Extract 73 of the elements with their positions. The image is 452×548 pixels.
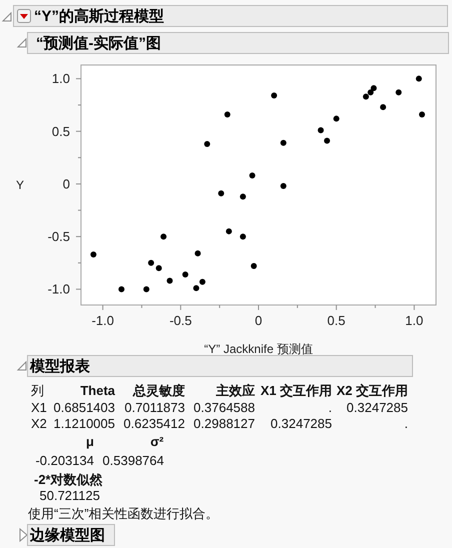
text: 0.5398764 bbox=[102, 453, 164, 468]
text: . bbox=[404, 416, 408, 431]
text: μ bbox=[86, 434, 94, 449]
text: 50.721125 bbox=[40, 488, 100, 503]
y-tick-label: 0.5 bbox=[52, 124, 70, 139]
point bbox=[333, 116, 340, 122]
text: X2 bbox=[31, 416, 47, 431]
point bbox=[416, 76, 422, 82]
text: 模型报表 bbox=[29, 358, 91, 375]
chart-title: “Y”的高斯过程模型 bbox=[34, 7, 164, 25]
x-tick-label: -1.0 bbox=[92, 313, 114, 328]
y-tick-label: 1.0 bbox=[52, 71, 70, 86]
text: 0.6851403 bbox=[54, 400, 115, 415]
point bbox=[224, 111, 230, 118]
point bbox=[226, 228, 232, 234]
point bbox=[182, 271, 188, 278]
point bbox=[156, 265, 162, 272]
point bbox=[143, 286, 150, 292]
point bbox=[362, 94, 369, 100]
text: 总灵敏度 bbox=[132, 383, 185, 398]
point bbox=[90, 251, 96, 258]
point bbox=[240, 234, 246, 240]
y-tick-label: -0.5 bbox=[48, 229, 70, 244]
chart-subtitle: “预测值-实际值”图 bbox=[36, 34, 161, 52]
point bbox=[160, 234, 167, 240]
text: . bbox=[328, 400, 332, 415]
point bbox=[249, 172, 256, 179]
text: -0.203134 bbox=[35, 453, 94, 468]
point bbox=[199, 278, 206, 285]
x-tick-label: 1.0 bbox=[405, 313, 424, 328]
point bbox=[240, 194, 246, 200]
point bbox=[396, 89, 402, 96]
text: Theta bbox=[80, 383, 116, 398]
point bbox=[194, 250, 201, 256]
x-tick-label: -0.5 bbox=[169, 313, 192, 328]
point bbox=[218, 190, 224, 196]
text: 1.1210005 bbox=[54, 416, 115, 431]
point bbox=[166, 278, 173, 284]
text: 0.7011873 bbox=[124, 400, 185, 415]
text: X2 交互作用 bbox=[336, 383, 408, 398]
x-tick-label: 0 bbox=[254, 313, 262, 328]
point bbox=[118, 286, 124, 292]
text: X1 交互作用 bbox=[260, 383, 332, 398]
x-tick-label: 0.5 bbox=[327, 313, 346, 328]
text: 0.6235412 bbox=[124, 416, 185, 431]
y-tick-label: -1.0 bbox=[48, 282, 70, 297]
y-tick-label: 0 bbox=[62, 176, 70, 192]
text: 边缘模型图 bbox=[29, 527, 105, 544]
point bbox=[193, 285, 200, 292]
text: σ² bbox=[150, 434, 164, 449]
text: -2*对数似然 bbox=[34, 472, 104, 487]
y-axis-title: Y bbox=[16, 178, 24, 192]
text: 使用“三次”相关性函数进行拟合。 bbox=[28, 506, 219, 521]
point bbox=[380, 104, 386, 110]
text: 0.3247285 bbox=[346, 400, 408, 415]
point bbox=[370, 85, 377, 92]
x-axis-title: “Y” Jackknife 预测值 bbox=[204, 342, 313, 356]
point bbox=[280, 140, 286, 146]
text: X1 bbox=[31, 400, 47, 415]
text: 列 bbox=[31, 383, 44, 398]
point bbox=[148, 260, 154, 266]
text: 0.3764588 bbox=[194, 400, 255, 415]
point bbox=[204, 140, 210, 147]
text: 0.2988127 bbox=[194, 416, 255, 431]
point bbox=[324, 138, 330, 144]
point bbox=[271, 92, 278, 99]
point bbox=[280, 183, 286, 190]
point bbox=[318, 127, 324, 134]
point bbox=[250, 263, 257, 270]
text: 主效应 bbox=[215, 383, 255, 398]
point bbox=[368, 89, 374, 96]
text: 0.3247285 bbox=[270, 416, 332, 431]
point bbox=[418, 111, 425, 118]
